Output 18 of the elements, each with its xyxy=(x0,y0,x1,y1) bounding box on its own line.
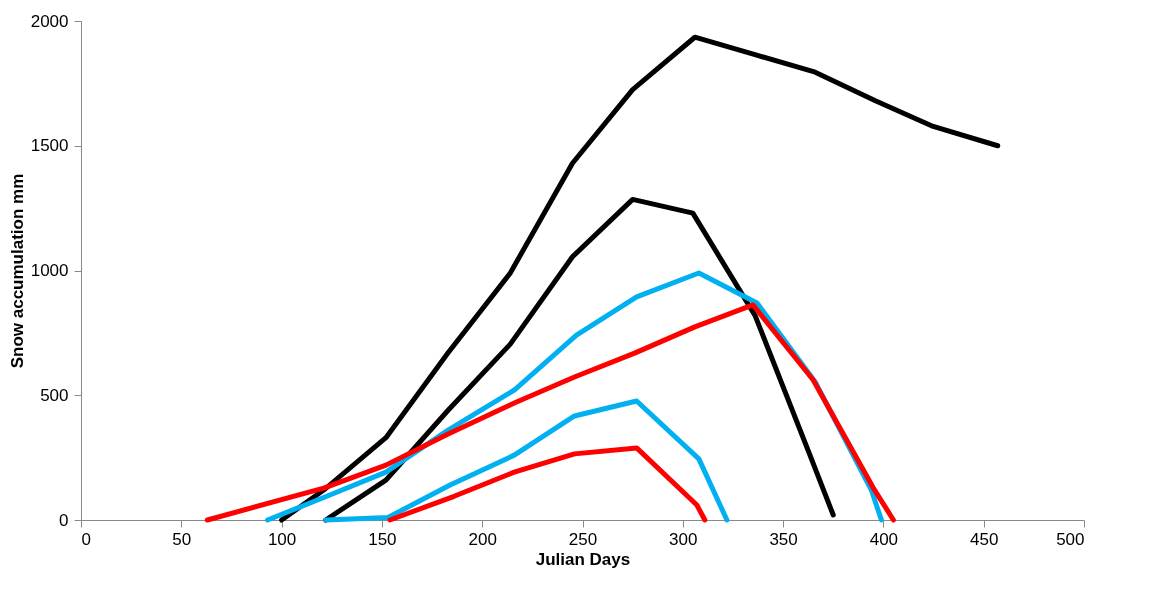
x-tick-label: 450 xyxy=(970,529,999,549)
y-tick-label: 0 xyxy=(59,510,69,530)
x-tick-label: 500 xyxy=(1056,529,1085,549)
y-tick-label: 500 xyxy=(40,385,69,405)
x-tick-label: 50 xyxy=(172,529,192,549)
x-tick-label: 150 xyxy=(368,529,397,549)
x-tick-label: 400 xyxy=(869,529,899,549)
y-tick-label: 1000 xyxy=(30,261,69,280)
x-tick-label: 350 xyxy=(769,529,798,549)
x-tick-label: 300 xyxy=(669,529,698,549)
x-tick-label: 0 xyxy=(81,529,91,549)
x-tick-label: 250 xyxy=(568,529,598,549)
y-tick-label: 2000 xyxy=(30,11,69,31)
x-tick-label: 200 xyxy=(468,529,497,549)
y-axis-title: Snow accumulation mm xyxy=(7,173,27,369)
x-axis-title: Julian Days xyxy=(535,549,631,569)
x-tick-label: 100 xyxy=(267,529,297,549)
y-tick-label: 1500 xyxy=(30,136,69,156)
